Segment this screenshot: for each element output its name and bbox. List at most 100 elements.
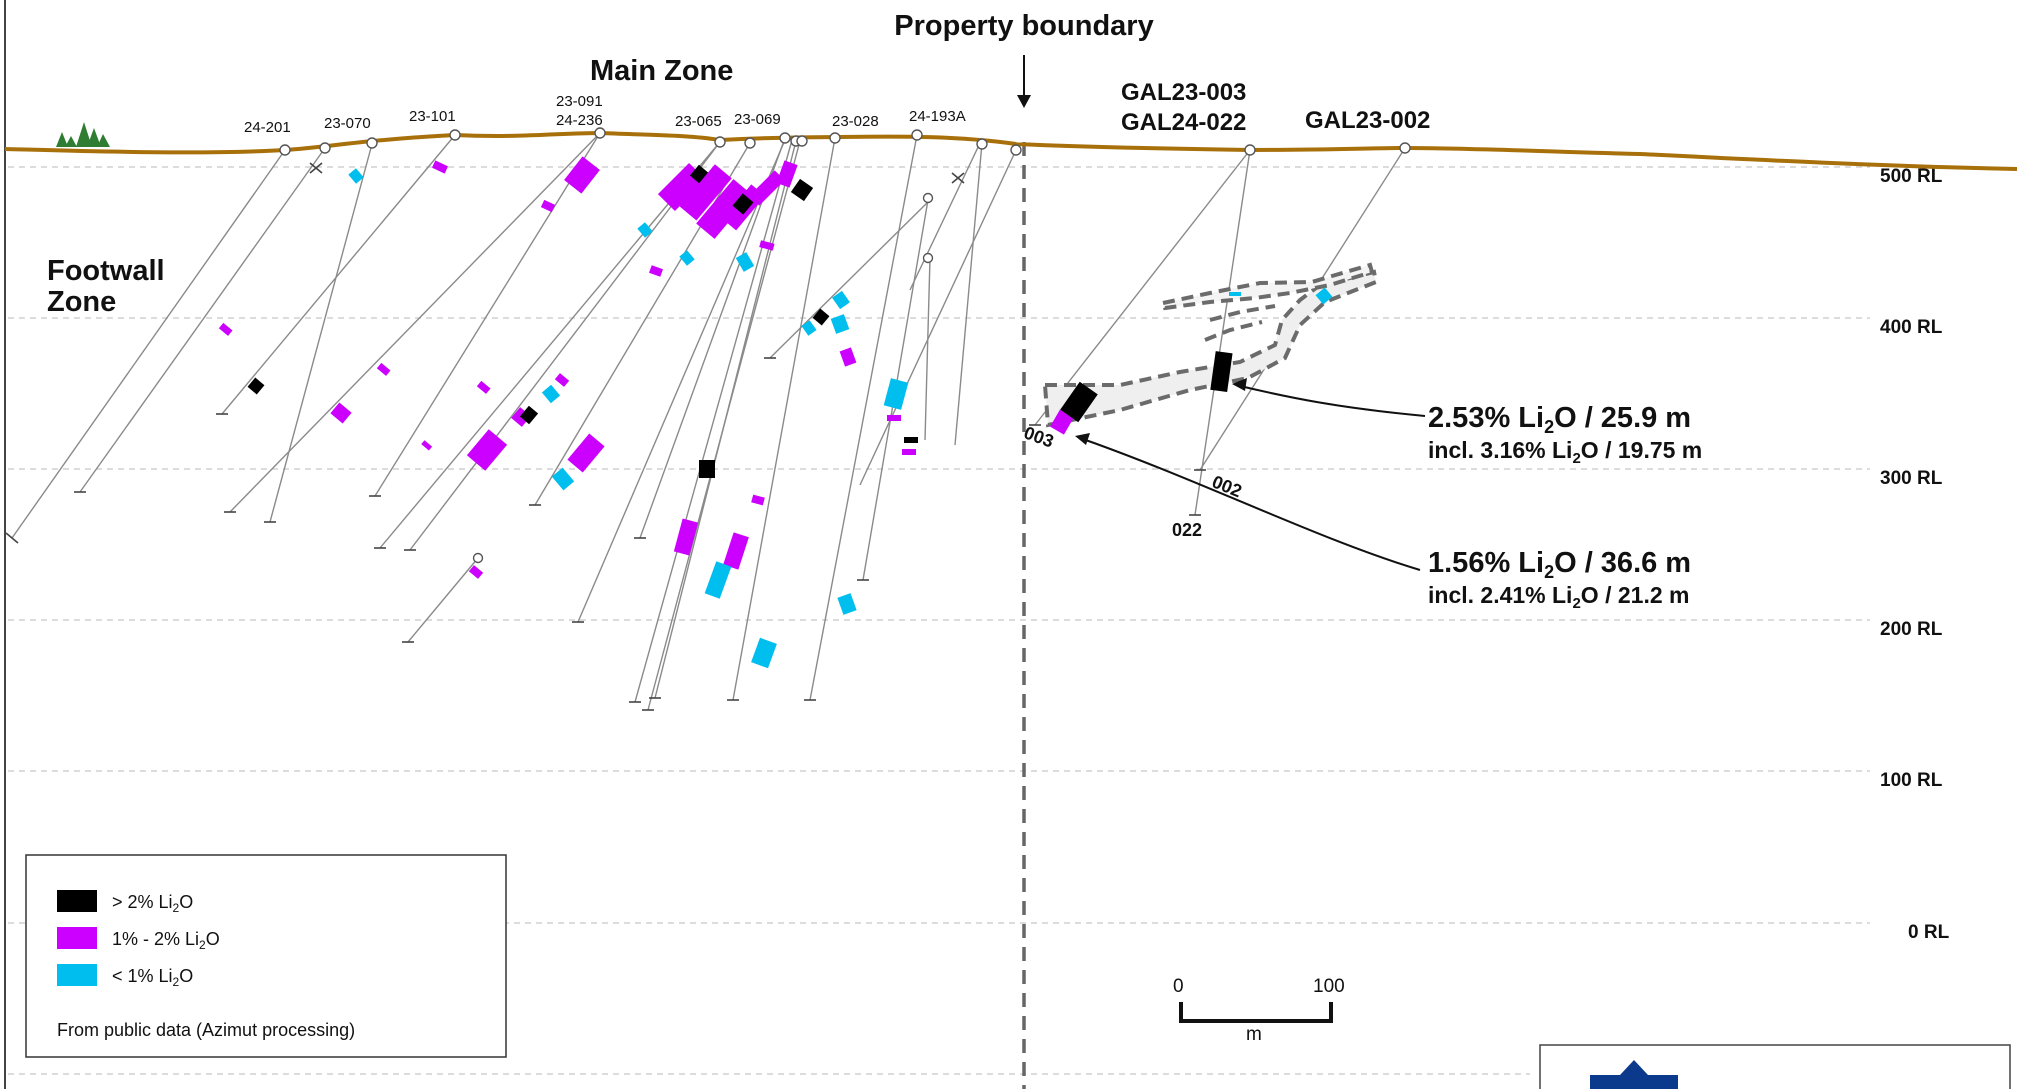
elevation-label: 400 RL <box>1880 317 1943 338</box>
legend-swatch-mid <box>57 927 97 949</box>
legend-swatch-low <box>57 964 97 986</box>
legend-high-a: > 2% Li <box>112 892 173 912</box>
interval-mid <box>776 160 798 188</box>
collar-markers <box>279 127 1411 564</box>
legend-swatch-high <box>57 890 97 912</box>
intercept-1-incl-sub: 2 <box>1572 450 1580 467</box>
scale-label-right: 100 <box>1313 976 1345 997</box>
collar <box>1010 144 1022 156</box>
elevation-label: 300 RL <box>1880 468 1943 489</box>
intercept-arrow-1-head <box>1232 378 1247 391</box>
interval-low <box>883 378 909 410</box>
collar <box>976 138 988 150</box>
collar <box>1244 144 1256 156</box>
legend-note: From public data (Azimut processing) <box>57 1020 355 1040</box>
hole-label: 23-070 <box>324 115 371 132</box>
intercept-2-main-a: 1.56% Li <box>1428 547 1544 579</box>
interval-mid <box>466 429 508 471</box>
interval-mid <box>330 402 352 424</box>
collar <box>319 142 331 154</box>
collar <box>594 127 606 139</box>
interval-high <box>699 460 715 478</box>
property-boundary-label: Property boundary <box>894 10 1153 42</box>
interval-low <box>541 384 561 404</box>
drill-trace <box>11 149 286 539</box>
collar <box>449 129 461 141</box>
hole-label: 23-065 <box>675 113 722 130</box>
drill-trace <box>269 143 373 523</box>
interval-high <box>732 193 754 215</box>
interval-low <box>1229 292 1241 296</box>
footwall-zone-label-line1: Footwall <box>47 255 165 287</box>
intercept-1-main: 2.53% Li2O / 25.9 m <box>1428 402 1691 437</box>
interval-high <box>1060 381 1098 423</box>
scale-bar: 0 100 m <box>1173 976 1345 1045</box>
intercept-2-incl-sub: 2 <box>1572 595 1580 612</box>
elevation-label: 100 RL <box>1880 770 1943 791</box>
collar <box>366 137 378 149</box>
drill-trace <box>732 137 836 701</box>
collar <box>779 132 791 144</box>
legend-low-b: O <box>179 966 193 986</box>
intercept-arrow-2-head <box>1075 433 1090 445</box>
drill-trace <box>409 141 721 551</box>
drill-trace <box>229 132 601 513</box>
legend-label-high: > 2% Li2O <box>112 892 193 915</box>
interval-mid <box>902 449 916 455</box>
hole-label-gal24-022: GAL24-022 <box>1121 109 1246 136</box>
interval-group-high <box>247 164 1233 478</box>
dyke-upper <box>1160 262 1375 311</box>
topography-surface <box>4 130 2017 171</box>
drill-trace <box>1034 149 1251 426</box>
logo-box <box>1539 1044 2011 1089</box>
tree-icon-b <box>65 136 77 147</box>
dyke-branch-a <box>1204 320 1263 342</box>
assay-intervals <box>218 156 1333 669</box>
interval-high <box>1210 351 1233 393</box>
west-hole-labels: 24-201 23-070 23-101 23-091 24-236 23-06… <box>244 93 966 136</box>
interval-mid <box>1050 409 1074 435</box>
interval-mid <box>567 433 605 473</box>
drill-trace <box>859 149 1017 486</box>
tree-icon <box>56 122 110 147</box>
interval-mid <box>431 160 449 174</box>
interval-mid <box>723 532 749 570</box>
collar <box>922 192 934 204</box>
legend-box <box>25 854 507 1058</box>
hole-label: 24-193A <box>909 108 966 125</box>
intercept-1-main-sub: 2 <box>1544 417 1554 437</box>
intercept-2-incl-a: incl. 2.41% Li <box>1428 582 1572 608</box>
abandoned-hole-mark <box>951 172 965 184</box>
scale-bar-line <box>1179 1002 1333 1023</box>
interval-low <box>551 467 575 491</box>
interval-low <box>735 252 755 272</box>
legend-label-mid: 1% - 2% Li2O <box>112 929 220 952</box>
tree-icon-a <box>56 132 68 147</box>
drill-trace <box>924 257 931 441</box>
interval-mid <box>421 440 433 451</box>
interval-mid <box>751 494 765 506</box>
interval-high <box>247 377 265 395</box>
eoh-tick <box>5 532 19 544</box>
interval-high <box>790 178 814 202</box>
hole-label: 24-201 <box>244 119 291 136</box>
legend-mid-a: 1% - 2% Li <box>112 929 199 949</box>
collar <box>911 129 923 141</box>
drill-trace <box>634 139 793 703</box>
elevation-label: 0 RL <box>1908 922 1950 943</box>
interval-mid <box>648 265 664 277</box>
legend-mid-sub: 2 <box>199 938 206 952</box>
intercept-arrow-2 <box>1079 437 1421 571</box>
collar <box>922 252 934 264</box>
interval-low <box>830 314 850 334</box>
interval-group-mid <box>218 156 1074 579</box>
collar <box>796 135 808 147</box>
scale-label-left: 0 <box>1173 976 1184 997</box>
interval-mid <box>887 415 901 421</box>
intercept-label-2: 1.56% Li2O / 36.6 m incl. 2.41% Li2O / 2… <box>1428 547 1691 612</box>
hole-label: 23-069 <box>734 111 781 128</box>
interval-low <box>837 593 857 615</box>
intercept-1-main-a: 2.53% Li <box>1428 402 1544 434</box>
interval-mid <box>749 170 785 206</box>
